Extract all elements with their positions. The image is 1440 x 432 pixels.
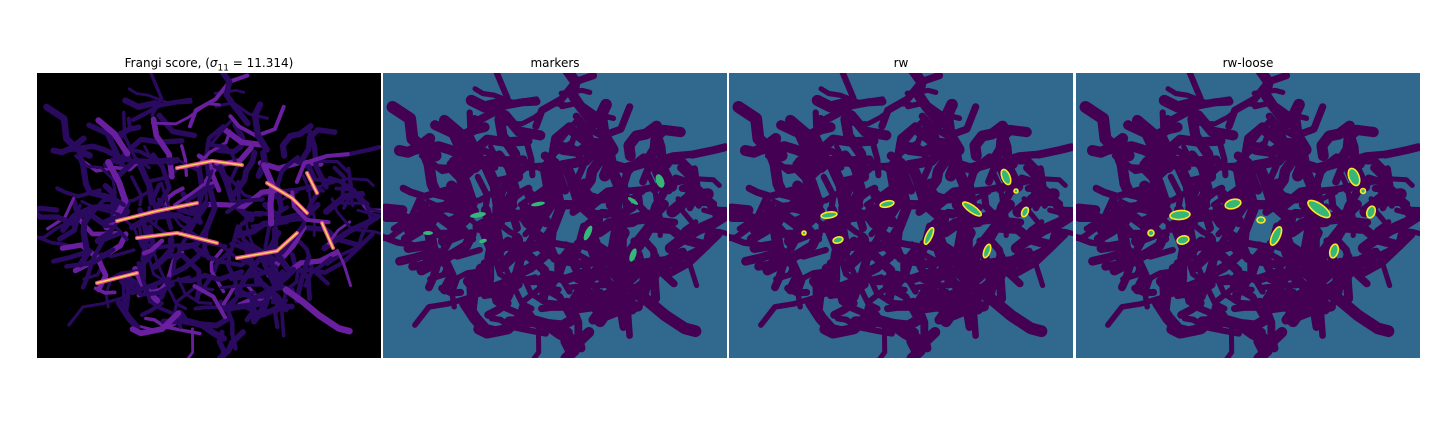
rw-tissue bbox=[729, 73, 1073, 358]
rw-loose-tissue bbox=[1076, 73, 1420, 358]
frangi-image bbox=[37, 73, 381, 358]
markers-image bbox=[383, 73, 727, 358]
frangi-vessels bbox=[95, 159, 335, 285]
panel-rw-loose bbox=[1076, 73, 1420, 358]
markers-regions bbox=[423, 174, 665, 262]
panel-title-markers: markers bbox=[530, 56, 580, 70]
rw-image bbox=[729, 73, 1073, 358]
panel-title-frangi: Frangi score, (σ11 = 11.314) bbox=[124, 56, 294, 74]
panel-title-rw: rw bbox=[893, 56, 909, 70]
panel-rw bbox=[729, 73, 1073, 358]
rw-loose-image bbox=[1076, 73, 1420, 358]
frangi-ridges bbox=[37, 73, 381, 358]
panel-frangi bbox=[37, 73, 381, 358]
rw-regions bbox=[801, 168, 1030, 259]
rw-loose-regions bbox=[1147, 167, 1377, 259]
panel-title-rw-loose: rw-loose bbox=[1222, 56, 1274, 70]
panel-markers bbox=[383, 73, 727, 358]
